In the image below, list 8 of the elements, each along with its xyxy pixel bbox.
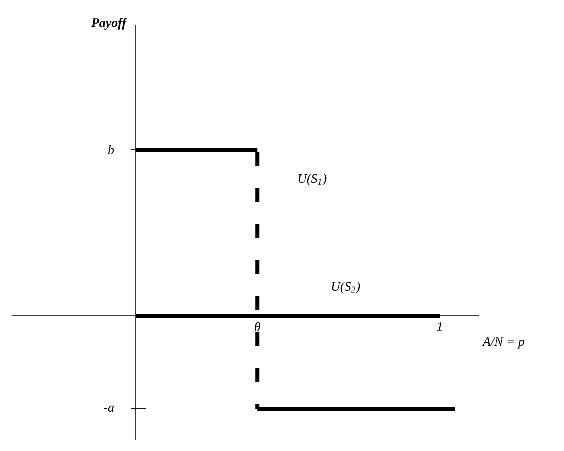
- text: -a: [104, 406, 114, 412]
- x-axis-title: A/N = p: [482, 338, 524, 349]
- annotation: U(S$_{1}$): [298, 174, 327, 186]
- annotation: U(S$_{2}$): [332, 282, 360, 294]
- x-tick-label: θ: [255, 322, 260, 332]
- text: Payoff: [91, 18, 128, 30]
- x-tick-label: 1: [437, 322, 442, 331]
- text: b: [108, 145, 114, 155]
